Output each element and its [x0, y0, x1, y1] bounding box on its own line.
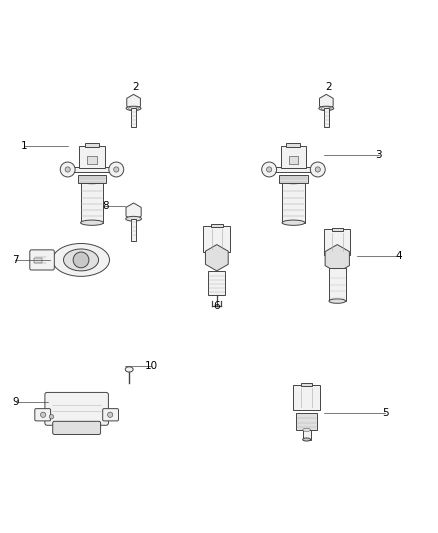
Circle shape	[107, 412, 113, 417]
FancyBboxPatch shape	[324, 108, 328, 127]
Circle shape	[113, 167, 119, 172]
Polygon shape	[127, 94, 141, 110]
Text: 8: 8	[102, 201, 109, 211]
Circle shape	[73, 252, 89, 268]
Ellipse shape	[81, 220, 103, 225]
Text: 5: 5	[382, 408, 389, 418]
FancyBboxPatch shape	[81, 181, 103, 223]
Circle shape	[40, 412, 46, 417]
Text: 4: 4	[395, 251, 402, 261]
Ellipse shape	[126, 106, 141, 110]
Polygon shape	[126, 203, 141, 221]
FancyBboxPatch shape	[264, 167, 323, 172]
FancyBboxPatch shape	[30, 250, 54, 270]
FancyBboxPatch shape	[131, 108, 136, 127]
Text: 1: 1	[21, 141, 28, 151]
Ellipse shape	[321, 107, 331, 110]
Polygon shape	[325, 245, 350, 273]
FancyBboxPatch shape	[296, 413, 317, 430]
FancyBboxPatch shape	[332, 228, 343, 231]
Text: 3: 3	[375, 150, 382, 160]
Ellipse shape	[329, 299, 346, 303]
FancyBboxPatch shape	[203, 226, 230, 253]
Ellipse shape	[281, 179, 306, 184]
Circle shape	[266, 167, 272, 172]
FancyBboxPatch shape	[53, 421, 101, 434]
Ellipse shape	[303, 438, 311, 441]
Text: 2: 2	[132, 82, 139, 92]
FancyBboxPatch shape	[45, 392, 109, 425]
Ellipse shape	[319, 106, 334, 110]
FancyBboxPatch shape	[293, 385, 320, 410]
Circle shape	[315, 167, 320, 172]
FancyBboxPatch shape	[85, 143, 99, 147]
Ellipse shape	[282, 220, 305, 225]
Ellipse shape	[53, 244, 110, 276]
FancyBboxPatch shape	[324, 229, 350, 255]
FancyBboxPatch shape	[211, 223, 223, 227]
Text: 7: 7	[12, 255, 19, 265]
Circle shape	[261, 162, 277, 177]
Polygon shape	[319, 94, 333, 110]
Ellipse shape	[126, 216, 141, 221]
Circle shape	[49, 415, 53, 419]
FancyBboxPatch shape	[329, 268, 346, 301]
FancyBboxPatch shape	[282, 181, 305, 223]
FancyBboxPatch shape	[62, 167, 121, 172]
Circle shape	[310, 162, 325, 177]
Text: 10: 10	[145, 361, 158, 372]
Polygon shape	[205, 245, 228, 271]
FancyBboxPatch shape	[35, 409, 50, 421]
FancyBboxPatch shape	[78, 175, 106, 183]
FancyBboxPatch shape	[281, 146, 307, 167]
Circle shape	[65, 167, 70, 172]
FancyBboxPatch shape	[303, 430, 311, 440]
Ellipse shape	[79, 179, 105, 184]
Circle shape	[60, 162, 75, 177]
FancyBboxPatch shape	[87, 156, 97, 164]
Ellipse shape	[125, 367, 133, 372]
Ellipse shape	[64, 249, 99, 271]
FancyBboxPatch shape	[279, 175, 308, 183]
Text: 2: 2	[325, 82, 332, 92]
Text: 9: 9	[12, 397, 19, 407]
Circle shape	[109, 162, 124, 177]
FancyBboxPatch shape	[301, 383, 312, 386]
FancyBboxPatch shape	[289, 156, 298, 164]
Ellipse shape	[303, 429, 311, 431]
Ellipse shape	[129, 107, 138, 110]
FancyBboxPatch shape	[102, 409, 118, 421]
FancyBboxPatch shape	[208, 271, 225, 295]
FancyBboxPatch shape	[131, 219, 136, 241]
Text: 6: 6	[213, 301, 220, 311]
FancyBboxPatch shape	[79, 146, 105, 167]
FancyBboxPatch shape	[34, 258, 42, 263]
FancyBboxPatch shape	[286, 143, 300, 147]
